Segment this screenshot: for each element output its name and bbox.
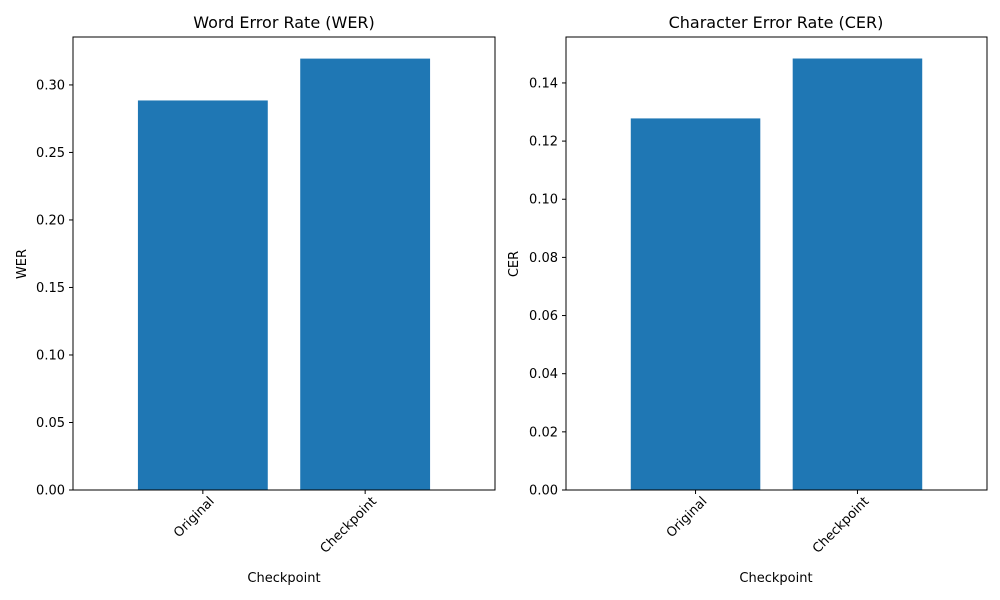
wer-y-tick-label: 0.20 (36, 213, 65, 228)
wer-y-tick-label: 0.15 (36, 281, 65, 296)
wer-axes-frame (72, 36, 496, 491)
wer-chart: Word Error Rate (WER) 0.000.050.100.150.… (15, 13, 496, 586)
wer-bar-checkpoint (300, 58, 431, 490)
cer-y-tick-label: 0.04 (529, 367, 558, 382)
cer-y-tick-label: 0.08 (529, 251, 558, 266)
wer-y-axis-label: WER (15, 249, 30, 279)
cer-y-tick-label: 0.10 (529, 193, 558, 208)
cer-bar-checkpoint (792, 58, 923, 490)
cer-axes-frame (565, 36, 988, 491)
cer-y-tick-label: 0.06 (529, 309, 558, 324)
wer-chart-title: Word Error Rate (WER) (193, 13, 375, 32)
wer-y-ticks: 0.00 0.05 0.10 0.15 0.20 0.25 0.30 (36, 78, 73, 499)
cer-x-axis-label: Checkpoint (739, 571, 812, 586)
wer-y-tick-label: 0.25 (36, 146, 65, 161)
wer-x-axis-label: Checkpoint (247, 571, 320, 586)
cer-y-tick-label: 0.14 (529, 76, 558, 91)
wer-bar-original (137, 100, 268, 490)
wer-y-tick-label: 0.10 (36, 348, 65, 363)
wer-y-tick-label: 0.30 (36, 78, 65, 93)
cer-y-tick-label: 0.12 (529, 135, 558, 150)
cer-chart-title: Character Error Rate (CER) (669, 13, 884, 32)
cer-y-axis-label: CER (507, 251, 522, 277)
cer-y-ticks: 0.00 0.02 0.04 0.06 0.08 0.10 0.12 0.14 (529, 76, 566, 499)
wer-y-tick-label: 0.05 (36, 416, 65, 431)
cer-y-tick-label: 0.00 (529, 484, 558, 499)
cer-y-tick-label: 0.02 (529, 425, 558, 440)
cer-bar-original (630, 118, 761, 491)
wer-y-tick-label: 0.00 (36, 484, 65, 499)
wer-bars (137, 58, 431, 490)
cer-bars (630, 58, 923, 491)
